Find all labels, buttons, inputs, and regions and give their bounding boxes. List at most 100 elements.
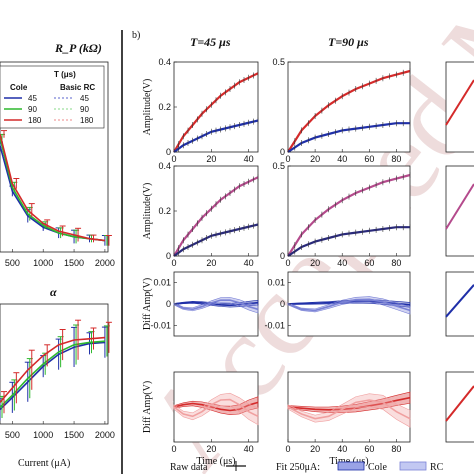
subplot-r3-c0: 0 20 40 Diff Amp(V) Time (μs) [142,371,259,467]
subplot-r1-c0: 0 0.2 0.4 0 20 40 Amplitude(V) [142,161,259,268]
series-line [287,298,411,312]
x-tick-label: 80 [391,154,401,164]
legend-col-rc: Basic RC [60,83,95,92]
y-tick-label: -0.01 [264,320,285,330]
x-tick-label: 1500 [64,430,84,440]
legend-cole-label: Cole [368,462,387,473]
legend-rc-label: RC [430,462,444,473]
series-line [173,398,259,418]
subplot-r2-c1: 0.01 0 -0.01 [264,271,411,337]
confidence-band [173,392,259,426]
legend-raw-label: Raw data [170,462,208,473]
x-tick-label: 500 [5,258,20,268]
x-tick-label: 1000 [33,430,53,440]
x-tick-label: 0 [171,444,176,454]
x-tick-label: 0 [285,154,290,164]
y-tick-label: 0 [166,299,171,309]
clipped-series-line [445,284,474,318]
y-tick-label: 0.2 [158,102,171,112]
y-tick-label: -0.01 [150,320,171,330]
y-tick-label: 0.4 [158,57,171,67]
rp-x-ticks: 500 1000 1500 2000 [5,249,115,268]
alpha-xlabel: Current (μA) [18,458,70,469]
series-line [0,341,105,411]
legend-rc-swatch [399,461,427,471]
clipped-subplot-axes [445,371,474,443]
clipped-series-line [445,183,474,230]
x-axis-label: Time (μs) [196,456,235,467]
x-tick-label: 1500 [64,258,84,268]
x-tick-label: 40 [244,258,254,268]
clipped-subplot-axes [445,61,474,153]
legend-entry-cole: 45 [28,94,37,103]
rp-title: R_P (kΩ) [54,41,102,55]
x-tick-label: 80 [391,258,401,268]
x-tick-label: 80 [391,444,401,454]
x-tick-label: 20 [206,154,216,164]
col-title-90: T=90 μs [328,35,369,49]
rp-plot-area [0,130,112,246]
y-tick-label: 0.01 [267,278,285,288]
series-line [287,396,411,411]
x-tick-label: 20 [206,258,216,268]
subplot-r3-c1: 0 20 40 60 80 Time (μs) [285,371,411,467]
series-line [173,299,259,311]
x-tick-label: 60 [364,444,374,454]
legend-entry-rc: 45 [80,94,89,103]
x-tick-label: 0 [285,444,290,454]
y-axis-label: Amplitude(V) [142,183,153,240]
subplot-axes [173,165,259,257]
legend-entry-cole: 90 [28,105,37,114]
series-line [287,399,411,420]
panel-label-b: b) [132,30,140,41]
legend-entry-cole: 180 [28,116,42,125]
subplot-r0-c1: 0 0.5 0 20 40 60 80 [272,57,411,164]
y-axis-label: Diff Amp(V) [142,381,153,433]
x-tick-label: 40 [337,154,347,164]
series-line [0,340,105,408]
y-tick-label: 0 [280,299,285,309]
alpha-plot-area [0,319,112,421]
subplot-r1-c1: 0 0.5 0 20 40 60 80 [272,161,411,268]
clipped-series-line [445,79,474,126]
y-tick-label: 0.5 [272,161,285,171]
y-tick-label: 0 [166,251,171,261]
x-tick-label: 0 [171,258,176,268]
x-tick-label: 20 [310,444,320,454]
y-axis-label: Amplitude(V) [142,79,153,136]
bottom-legend: Raw data Fit 250μA: Cole RC [170,461,444,473]
clipped-series-line [445,385,474,422]
clipped-subplot-axes [445,165,474,257]
series-line [0,134,106,242]
rp-legend: T (μs) Cole Basic RC 45 45 90 90 180 180 [0,65,105,129]
x-tick-label: 0 [171,154,176,164]
y-axis-label: Diff Amp(V) [142,278,153,330]
legend-cole-swatch [337,461,365,471]
x-axis-label: Time (μs) [329,456,368,467]
x-tick-label: 1000 [33,258,53,268]
x-tick-label: 40 [244,444,254,454]
col-title-45: T=45 μs [190,35,231,49]
x-tick-label: 500 [5,430,20,440]
alpha-axes [0,303,109,425]
y-tick-label: 0.4 [158,161,171,171]
legend-col-cole: Cole [10,83,28,92]
x-tick-label: 40 [337,258,347,268]
y-tick-label: 0 [166,147,171,157]
series-line [0,336,105,403]
y-tick-label: 0 [280,251,285,261]
y-tick-label: 0 [280,147,285,157]
x-tick-label: 60 [364,154,374,164]
x-tick-label: 40 [244,154,254,164]
x-tick-label: 20 [310,258,320,268]
legend-header: T (μs) [54,70,76,79]
alpha-title: α [50,285,57,299]
alpha-x-ticks: 500 1000 1500 2000 [5,421,115,440]
x-tick-label: 40 [337,444,347,454]
y-tick-label: 0.5 [272,57,285,67]
x-tick-label: 2000 [95,430,115,440]
legend-entry-rc: 90 [80,105,89,114]
